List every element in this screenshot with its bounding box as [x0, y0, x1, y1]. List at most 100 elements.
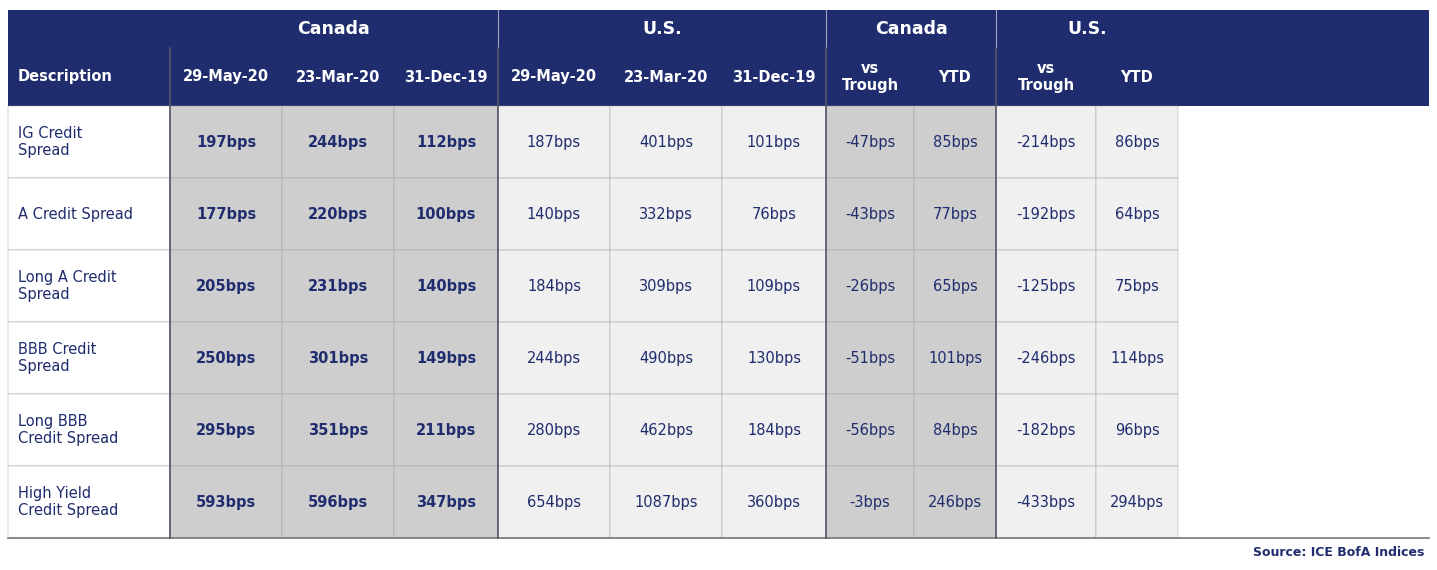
Bar [826, 322, 914, 394]
Bar [721, 322, 826, 394]
Text: IG Credit
Spread: IG Credit Spread [19, 126, 82, 158]
Bar [1096, 466, 1178, 538]
Text: 246bps: 246bps [928, 495, 981, 510]
Text: 149bps: 149bps [415, 351, 476, 365]
Text: Long A Credit
Spread: Long A Credit Spread [19, 270, 116, 302]
Text: 231bps: 231bps [308, 279, 368, 294]
Text: 29-May-20: 29-May-20 [512, 70, 596, 84]
Text: 29-May-20: 29-May-20 [182, 70, 269, 84]
Text: 347bps: 347bps [415, 495, 476, 510]
Text: 101bps: 101bps [928, 351, 981, 365]
Text: 23-Mar-20: 23-Mar-20 [624, 70, 708, 84]
Bar [394, 466, 499, 538]
Bar [9, 10, 1428, 48]
Text: Canada: Canada [875, 20, 947, 38]
Bar [282, 394, 394, 466]
Text: 401bps: 401bps [639, 135, 693, 149]
Bar [609, 178, 721, 250]
Bar [499, 394, 609, 466]
Bar [826, 466, 914, 538]
Text: 490bps: 490bps [639, 351, 693, 365]
Text: 76bps: 76bps [752, 206, 796, 222]
Bar [996, 106, 1096, 178]
Bar [282, 250, 394, 322]
Bar [9, 106, 170, 178]
Bar [9, 466, 170, 538]
Text: 96bps: 96bps [1115, 422, 1160, 438]
Bar [609, 322, 721, 394]
Text: 65bps: 65bps [933, 279, 977, 294]
Bar [394, 178, 499, 250]
Text: 177bps: 177bps [195, 206, 256, 222]
Bar [1096, 250, 1178, 322]
Text: U.S.: U.S. [642, 20, 681, 38]
Text: 205bps: 205bps [195, 279, 256, 294]
Text: 593bps: 593bps [195, 495, 256, 510]
Text: 654bps: 654bps [527, 495, 581, 510]
Text: 130bps: 130bps [747, 351, 800, 365]
Text: vs
Trough: vs Trough [842, 61, 898, 93]
Bar [499, 250, 609, 322]
Text: 85bps: 85bps [933, 135, 977, 149]
Text: 244bps: 244bps [527, 351, 581, 365]
Text: 301bps: 301bps [308, 351, 368, 365]
Bar [914, 250, 996, 322]
Bar [826, 106, 914, 178]
Text: 250bps: 250bps [195, 351, 256, 365]
Bar [170, 394, 282, 466]
Text: -47bps: -47bps [845, 135, 895, 149]
Bar [609, 466, 721, 538]
Text: 351bps: 351bps [308, 422, 368, 438]
Bar [282, 466, 394, 538]
Bar [170, 106, 282, 178]
Text: 112bps: 112bps [415, 135, 476, 149]
Bar [826, 178, 914, 250]
Text: vs
Trough: vs Trough [1017, 61, 1075, 93]
Bar [996, 178, 1096, 250]
Text: -51bps: -51bps [845, 351, 895, 365]
Text: -26bps: -26bps [845, 279, 895, 294]
Text: YTD: YTD [938, 70, 971, 84]
Text: -214bps: -214bps [1016, 135, 1076, 149]
Bar [499, 322, 609, 394]
Bar [499, 466, 609, 538]
Text: 86bps: 86bps [1115, 135, 1160, 149]
Text: 1087bps: 1087bps [634, 495, 698, 510]
Bar [721, 466, 826, 538]
Bar [914, 178, 996, 250]
Text: Canada: Canada [297, 20, 371, 38]
Text: High Yield
Credit Spread: High Yield Credit Spread [19, 486, 118, 518]
Text: 75bps: 75bps [1115, 279, 1160, 294]
Text: -3bps: -3bps [849, 495, 891, 510]
Text: Description: Description [19, 70, 114, 84]
Bar [914, 466, 996, 538]
Text: 197bps: 197bps [195, 135, 256, 149]
Bar [996, 322, 1096, 394]
Bar [609, 106, 721, 178]
Bar [9, 322, 170, 394]
Text: 211bps: 211bps [415, 422, 476, 438]
Text: U.S.: U.S. [1068, 20, 1106, 38]
Text: -182bps: -182bps [1016, 422, 1076, 438]
Text: 360bps: 360bps [747, 495, 800, 510]
Bar [914, 322, 996, 394]
Bar [394, 322, 499, 394]
Bar [9, 48, 1428, 106]
Text: 114bps: 114bps [1109, 351, 1164, 365]
Text: 31-Dec-19: 31-Dec-19 [404, 70, 487, 84]
Bar [1096, 394, 1178, 466]
Text: 280bps: 280bps [527, 422, 581, 438]
Bar [996, 394, 1096, 466]
Bar [721, 250, 826, 322]
Text: 220bps: 220bps [308, 206, 368, 222]
Text: -192bps: -192bps [1016, 206, 1076, 222]
Text: BBB Credit
Spread: BBB Credit Spread [19, 342, 96, 374]
Text: A Credit Spread: A Credit Spread [19, 206, 134, 222]
Text: 184bps: 184bps [527, 279, 581, 294]
Bar [394, 106, 499, 178]
Bar [394, 394, 499, 466]
Text: -56bps: -56bps [845, 422, 895, 438]
Bar [499, 106, 609, 178]
Text: Long BBB
Credit Spread: Long BBB Credit Spread [19, 414, 118, 446]
Text: 332bps: 332bps [639, 206, 693, 222]
